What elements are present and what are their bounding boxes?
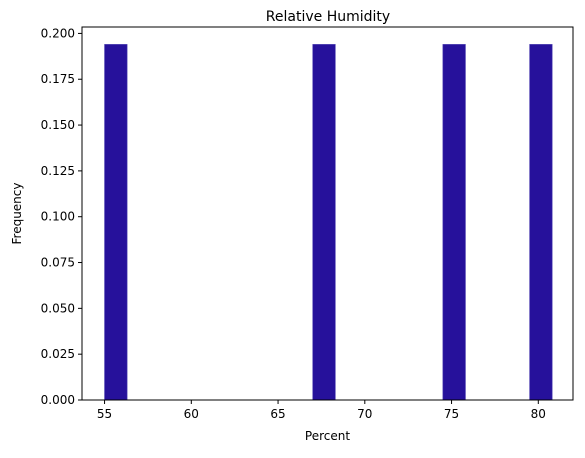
x-axis-label: Percent — [305, 429, 350, 443]
chart-title: Relative Humidity — [266, 9, 390, 25]
x-tick-label: 65 — [270, 407, 285, 421]
y-tick-label: 0.175 — [41, 72, 75, 86]
x-tick-label: 60 — [184, 407, 199, 421]
histogram-bar-1 — [104, 44, 128, 401]
y-axis-label: Frequency — [10, 183, 24, 245]
histogram-bar-4 — [529, 44, 553, 401]
y-tick-label: 0.050 — [41, 301, 75, 315]
y-tick-label: 0.075 — [41, 256, 75, 270]
x-tick-label: 75 — [444, 407, 459, 421]
y-tick-label: 0.000 — [41, 393, 75, 407]
y-tick-label: 0.100 — [41, 210, 75, 224]
bars-layer — [104, 44, 553, 401]
x-tick-label: 80 — [531, 407, 546, 421]
x-tick-label: 70 — [357, 407, 372, 421]
x-tick-label: 55 — [97, 407, 112, 421]
y-tick-label: 0.125 — [41, 164, 75, 178]
histogram-bar-3 — [442, 44, 466, 401]
plot-frame — [81, 26, 574, 401]
y-tick-label: 0.150 — [41, 118, 75, 132]
histogram-bar-2 — [312, 44, 336, 401]
ticks-layer: 55 60 65 70 75 80 0.000 0.025 0.050 0.075 0.100 0.1… — [41, 26, 546, 421]
y-tick-label: 0.200 — [41, 26, 75, 40]
y-tick-label: 0.025 — [41, 347, 75, 361]
